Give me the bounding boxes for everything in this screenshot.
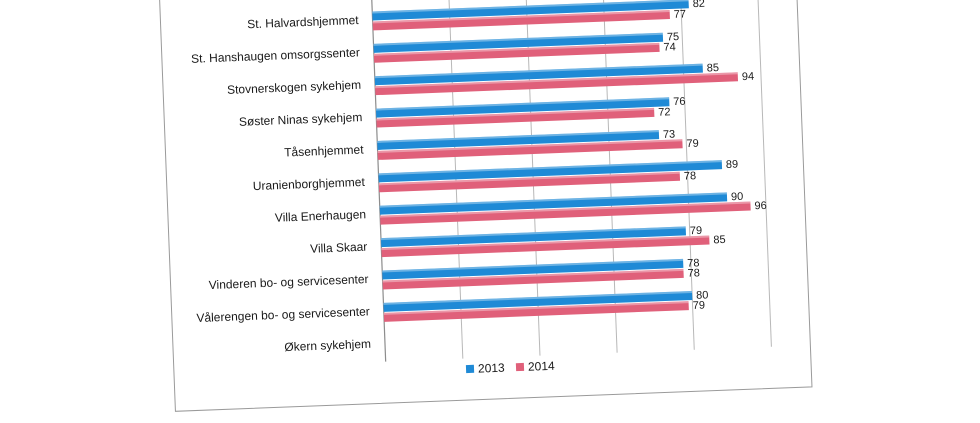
bar-2014 xyxy=(373,42,660,63)
legend-swatch-2014 xyxy=(515,362,525,372)
bar-highlight xyxy=(380,201,751,218)
bar-highlight xyxy=(378,171,680,186)
value-label-2014: 79 xyxy=(686,138,699,150)
category-label: Tåsenhjemmet xyxy=(284,142,365,159)
bar-2014 xyxy=(378,171,681,193)
bar-2014 xyxy=(376,107,655,128)
bar-2013 xyxy=(382,258,684,280)
bar-highlight xyxy=(373,32,663,46)
bar-highlight xyxy=(374,63,703,79)
legend-swatch-2013 xyxy=(465,364,475,374)
bar-highlight xyxy=(372,0,689,14)
bars xyxy=(372,0,751,322)
bar-highlight xyxy=(372,10,670,24)
value-label-2013: 90 xyxy=(731,191,744,203)
chart-frame xyxy=(158,0,813,412)
value-label-2013: 82 xyxy=(692,0,705,10)
bar-highlight xyxy=(375,72,738,89)
value-label-2014: 85 xyxy=(713,234,726,246)
category-label: Villa Enerhaugen xyxy=(275,207,367,224)
category-labels: St. Halvardshjemmet St. Hanshaugen omsorg… xyxy=(191,13,371,354)
bar-highlight xyxy=(375,97,670,111)
category-label: Villa Skaar xyxy=(310,240,368,256)
category-label: Stovnerskogen sykehjem xyxy=(227,78,362,97)
bar-2013 xyxy=(379,192,728,215)
bar-highlight xyxy=(382,268,684,283)
bar-2013 xyxy=(378,160,723,183)
bar-highlight xyxy=(376,107,655,121)
bar-highlight xyxy=(377,130,659,143)
bar-2013 xyxy=(374,63,703,86)
value-label-2014: 94 xyxy=(742,71,755,83)
category-label: St. Hanshaugen omsorgssenter xyxy=(191,45,360,65)
value-label-2013: 79 xyxy=(690,225,703,237)
category-label: Søster Ninas sykehjem xyxy=(239,110,363,129)
value-label-2014: 72 xyxy=(658,106,671,118)
value-label-2013: 85 xyxy=(707,62,720,74)
bar-2014 xyxy=(382,268,684,290)
category-label: Vålerengen bo- og servicesenter xyxy=(196,304,370,325)
bar-2014 xyxy=(383,301,689,322)
bar-2014 xyxy=(375,72,739,96)
value-label-2014: 96 xyxy=(754,200,767,212)
value-label-2014: 79 xyxy=(692,299,705,311)
bar-highlight xyxy=(381,235,710,251)
bar-highlight xyxy=(378,160,722,176)
bar-2013 xyxy=(383,290,693,312)
bar-2014 xyxy=(372,10,670,31)
category-label: Uranienborghjemmet xyxy=(253,175,366,193)
gridline xyxy=(756,0,772,347)
bar-2013 xyxy=(377,130,660,150)
value-label-2013: 80 xyxy=(696,289,709,301)
chart-border xyxy=(158,0,813,412)
value-label-2014: 77 xyxy=(674,8,687,20)
bar-highlight xyxy=(380,226,686,241)
legend: 2013 2014 xyxy=(465,359,556,376)
value-label-2014: 78 xyxy=(684,170,697,182)
category-label: Vinderen bo- og servicesenter xyxy=(208,272,368,292)
bar-2013 xyxy=(372,0,689,21)
bar-2013 xyxy=(375,97,670,118)
category-label: St. Halvardshjemmet xyxy=(247,13,359,31)
bar-highlight xyxy=(379,192,727,208)
bar-2014 xyxy=(380,201,751,225)
legend-label-2013: 2013 xyxy=(478,361,506,376)
bar-2014 xyxy=(377,139,683,160)
value-label-2013: 75 xyxy=(667,31,680,43)
bar-highlight xyxy=(383,290,693,305)
value-label-2013: 78 xyxy=(687,257,700,269)
value-label-2014: 74 xyxy=(663,41,676,53)
category-label: Økern sykehjem xyxy=(284,337,371,354)
value-label-2013: 76 xyxy=(673,96,686,108)
value-label-2014: 78 xyxy=(687,267,700,279)
bar-2014 xyxy=(381,235,710,258)
bar-highlight xyxy=(383,301,689,315)
bar-highlight xyxy=(377,139,683,153)
legend-label-2014: 2014 xyxy=(528,359,556,374)
value-label-2013: 89 xyxy=(726,159,739,171)
bar-highlight xyxy=(382,258,684,273)
bar-2013 xyxy=(373,32,664,53)
bar-2013 xyxy=(380,226,686,248)
value-label-2013: 73 xyxy=(663,129,676,141)
bar-highlight xyxy=(373,42,660,56)
